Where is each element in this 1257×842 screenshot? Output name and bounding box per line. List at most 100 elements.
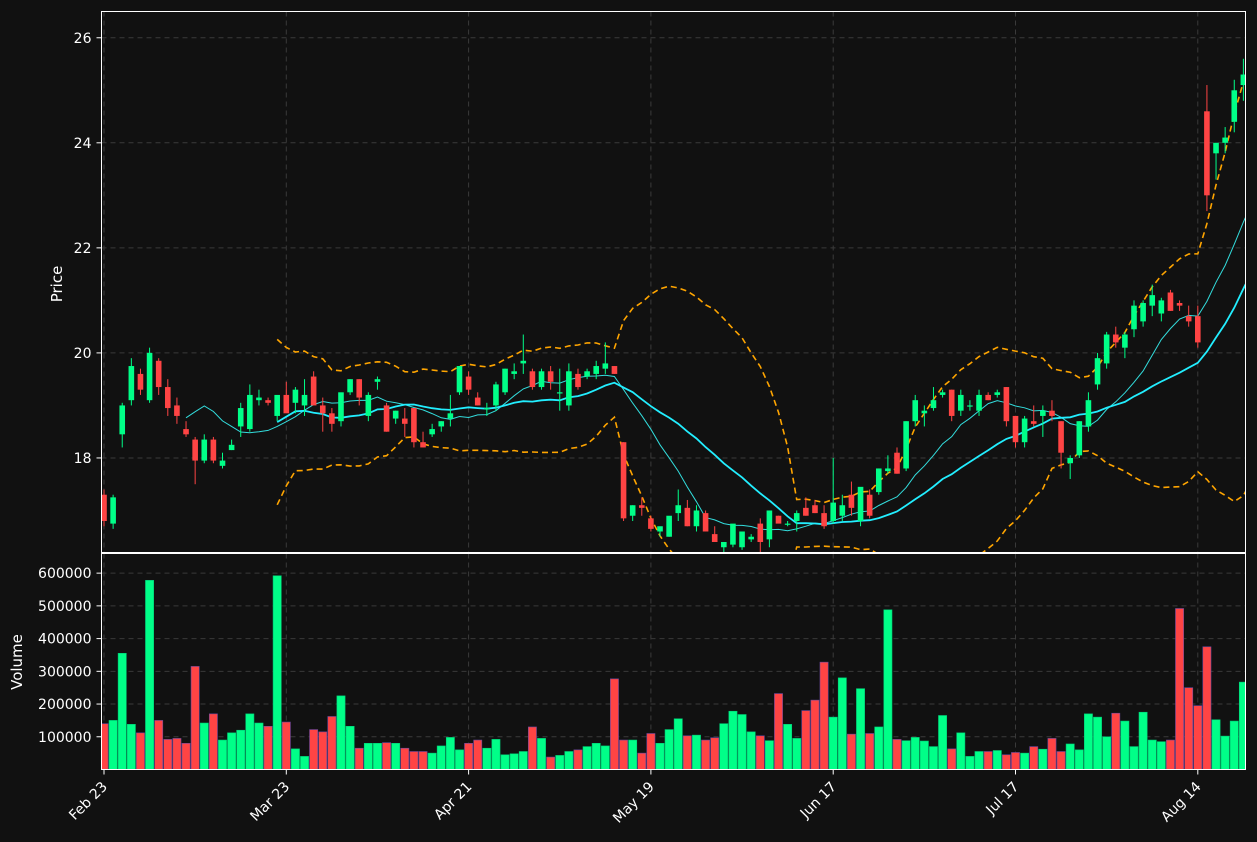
candlestick [611, 366, 618, 374]
candlestick [456, 366, 463, 395]
candlestick [301, 379, 308, 416]
volume-bar [856, 688, 865, 770]
candle-body [228, 444, 235, 451]
candle-body [319, 405, 326, 414]
candle-body [256, 397, 262, 401]
volume-tick-label: 600000 [38, 566, 91, 582]
candle-body [757, 523, 764, 542]
candle-body [857, 486, 864, 521]
candle-body [775, 515, 782, 524]
price-tick-label: 22 [74, 241, 92, 257]
candle-body [429, 429, 435, 435]
candle-body [338, 392, 344, 422]
candlestick [967, 400, 973, 411]
candlestick [684, 499, 691, 527]
candlestick [319, 397, 326, 432]
candlestick [711, 526, 718, 542]
candle-body [155, 360, 162, 388]
candle-body [1222, 137, 1228, 143]
volume-bar [546, 756, 556, 770]
volume-bars [101, 575, 1246, 770]
price-tick-label: 18 [74, 451, 92, 467]
candle-body [885, 468, 891, 472]
candle-body [702, 513, 709, 532]
volume-bar [218, 739, 227, 770]
candlestick [638, 497, 645, 516]
candle-body [903, 421, 909, 469]
candlestick [657, 526, 663, 537]
volume-bar [1129, 746, 1139, 770]
volume-y-axis: 100000 200000 300000 400000 500000 600000 [38, 566, 102, 746]
volume-bar [1084, 713, 1093, 770]
candle-body [1176, 303, 1183, 306]
volume-bar [983, 751, 993, 770]
candlestick [803, 497, 809, 516]
price-y-axis: 18 20 22 24 26 [74, 31, 102, 467]
candlestick [866, 489, 873, 519]
volume-bar [464, 743, 473, 770]
candlestick [247, 384, 253, 432]
volume-bar [1056, 751, 1066, 770]
volume-bar [847, 733, 856, 770]
candlestick [228, 439, 235, 451]
volume-bar [892, 739, 902, 770]
volume-bar [874, 726, 884, 770]
candle-body [1040, 410, 1046, 416]
volume-bar [1001, 754, 1011, 770]
candle-body [793, 513, 800, 521]
volume-bar [628, 739, 638, 770]
candlestick [401, 408, 408, 437]
volume-bar [455, 749, 464, 770]
volume-bar [555, 755, 565, 770]
volume-bar [1202, 646, 1212, 770]
volume-bar [1020, 752, 1030, 770]
candlestick [921, 405, 928, 427]
volume-bar [1138, 711, 1148, 770]
volume-bar [509, 753, 519, 770]
candlestick [474, 392, 481, 406]
volume-bar [1074, 749, 1084, 770]
candle-body [1103, 334, 1110, 364]
volume-bar [427, 752, 437, 770]
candlestick [547, 366, 554, 390]
candlestick [976, 389, 982, 416]
candle-body [711, 534, 718, 542]
candlestick [1049, 400, 1055, 422]
candle-body [821, 513, 827, 527]
candle-body [1058, 421, 1064, 453]
candlestick [648, 515, 654, 532]
candle-body [1167, 292, 1174, 311]
candlestick [283, 381, 290, 414]
candle-body [958, 394, 964, 411]
volume-bar [1093, 716, 1102, 770]
candlestick [201, 434, 208, 464]
candlestick [1140, 300, 1146, 327]
volume-bar [1156, 741, 1166, 770]
volume-bar [136, 732, 145, 770]
candle-body [1122, 334, 1128, 348]
volume-bar [746, 731, 756, 770]
candlestick [383, 402, 390, 432]
candle-body [1213, 142, 1219, 154]
candle-body [602, 363, 609, 369]
volume-bar [774, 693, 783, 770]
volume-bar [1184, 687, 1194, 770]
candlestick [1231, 79, 1238, 133]
candle-body [237, 408, 244, 427]
volume-bar [318, 731, 328, 770]
volume-bar [345, 725, 355, 770]
volume-bar [865, 733, 875, 770]
candlestick [620, 442, 627, 521]
volume-bar [1220, 735, 1230, 770]
candle-body [875, 468, 882, 493]
candlestick [511, 363, 517, 380]
candlestick [210, 436, 217, 464]
volume-bar [947, 748, 957, 770]
candle-body [985, 394, 991, 401]
volume-bar [929, 746, 938, 770]
volume-bar [163, 739, 173, 770]
candlestick [365, 392, 372, 422]
candlestick [338, 392, 344, 427]
candlestick [1012, 415, 1019, 448]
candle-body [629, 505, 636, 516]
